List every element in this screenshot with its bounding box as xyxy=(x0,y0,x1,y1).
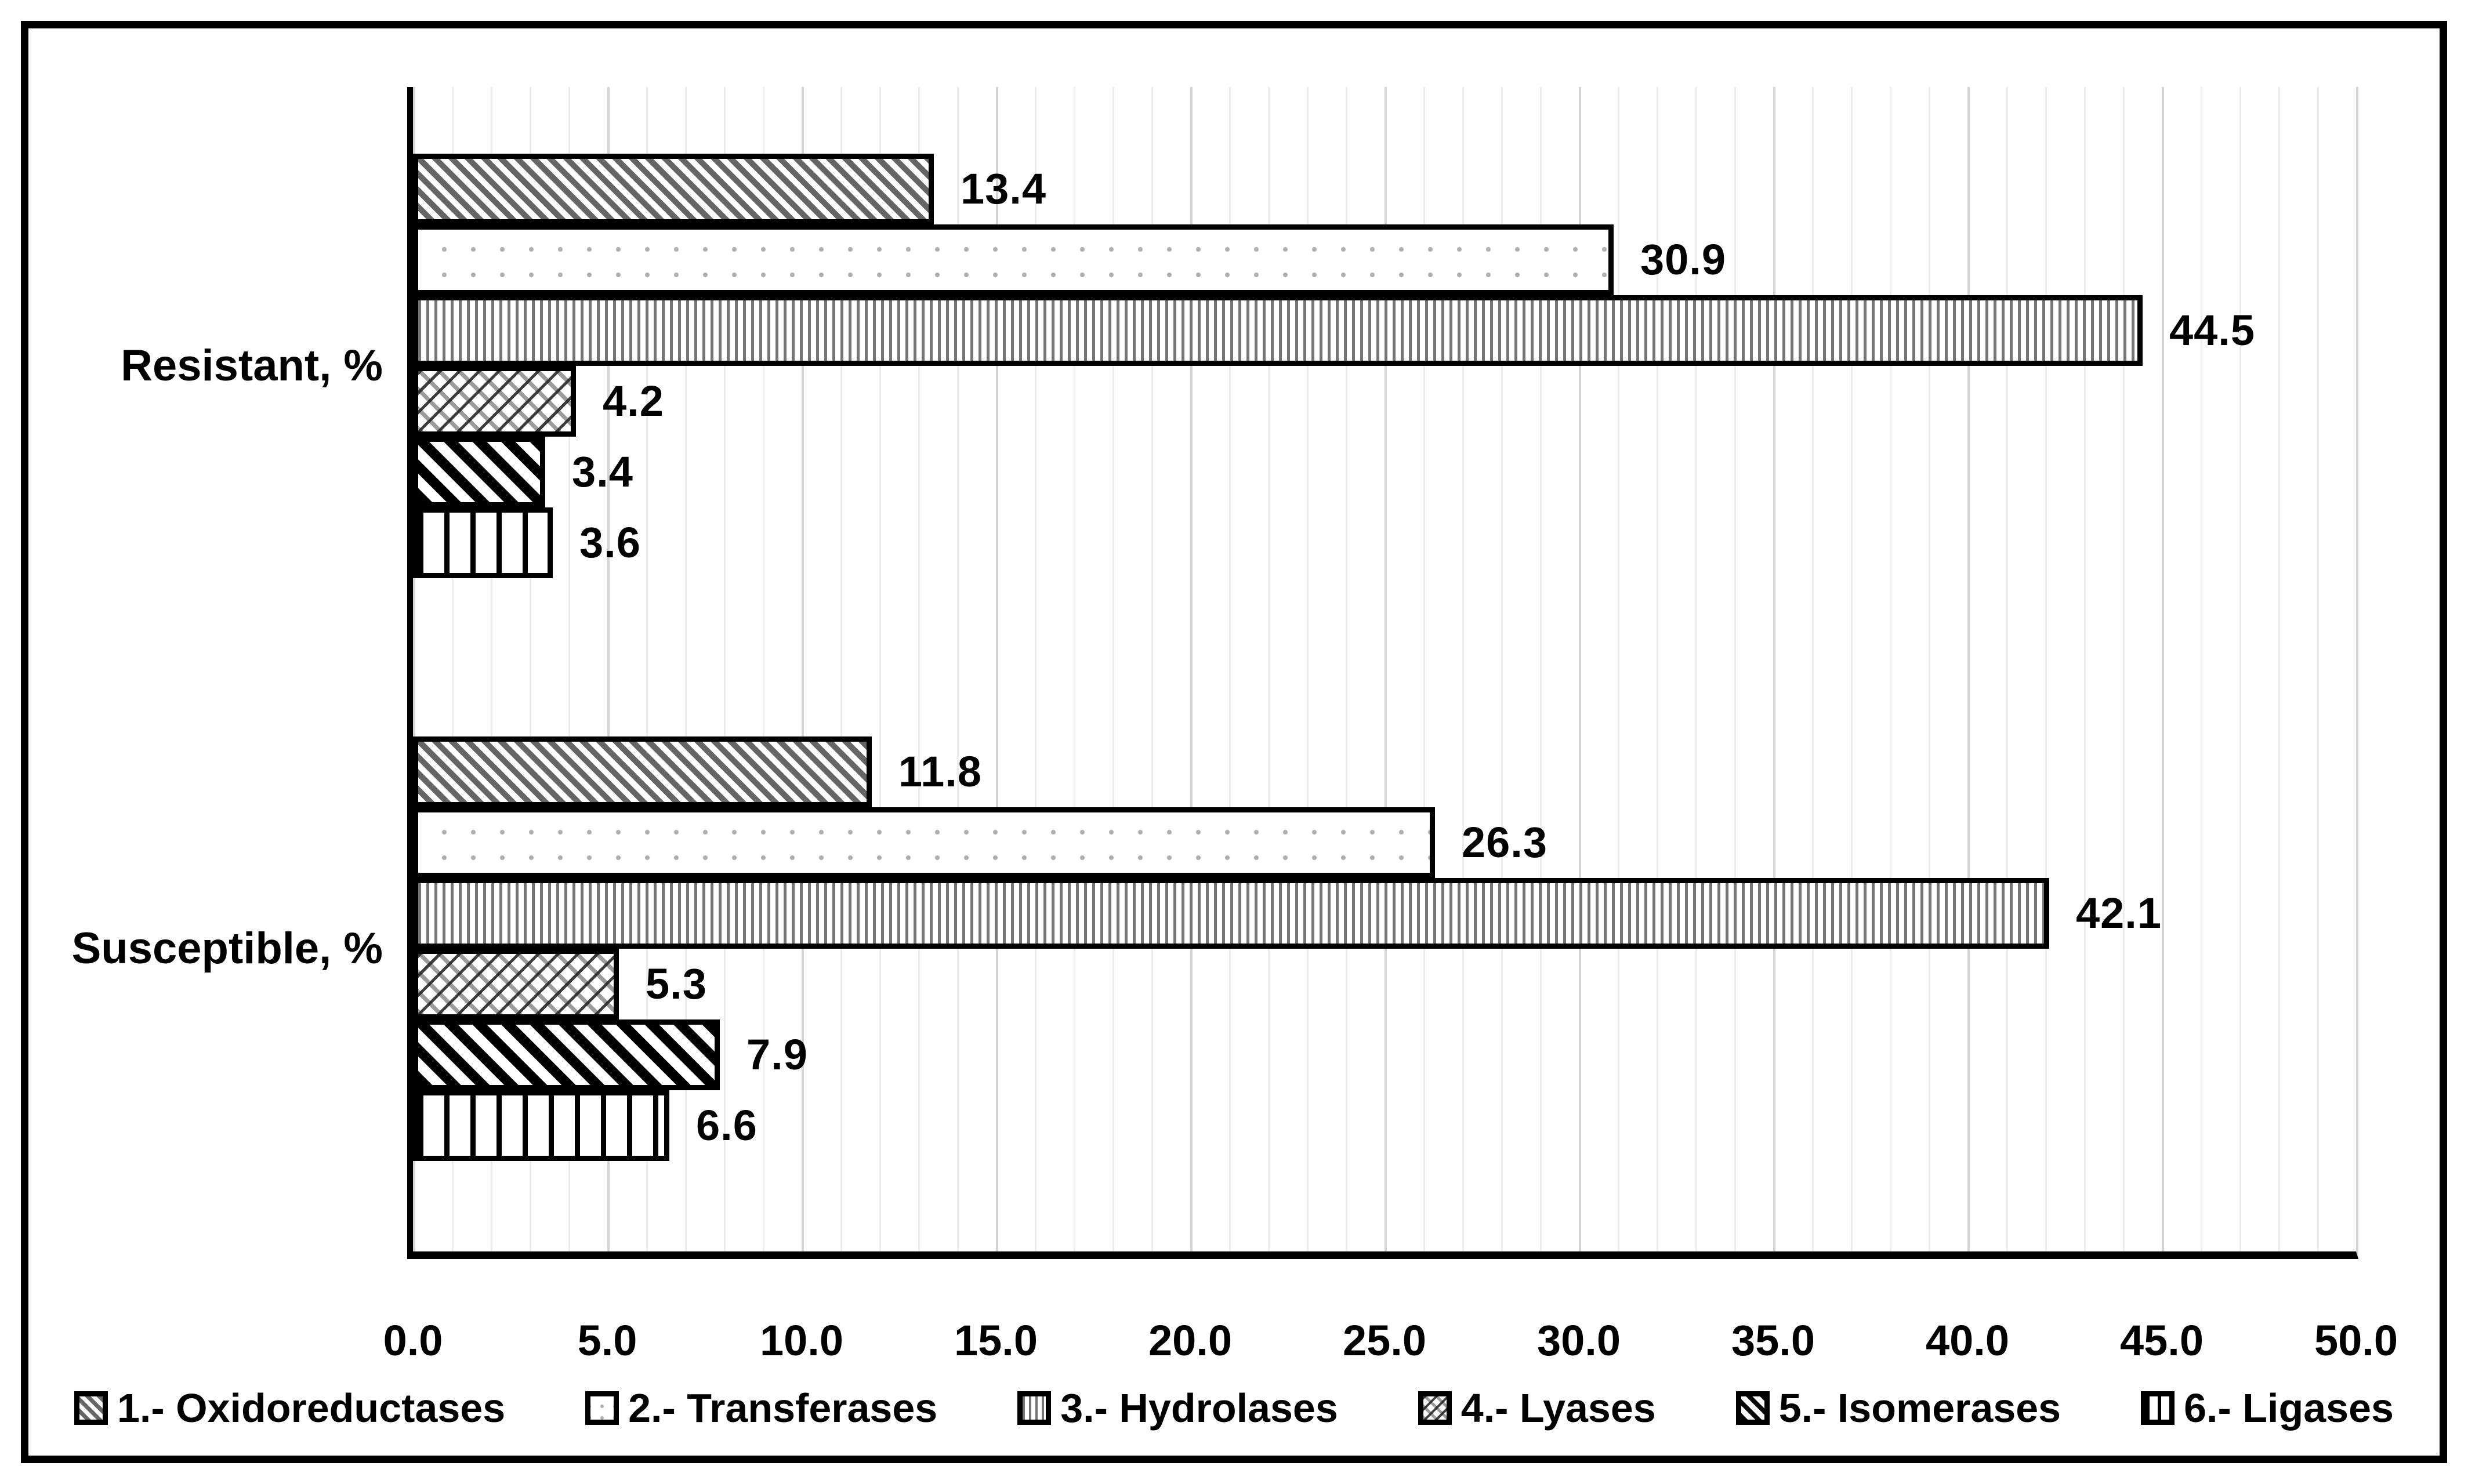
value-label-susceptible--lyases: 5.3 xyxy=(646,960,707,1008)
x-tick-label-35.0: 35.0 xyxy=(1731,1316,1815,1365)
x-tick-label-50.0: 50.0 xyxy=(2314,1316,2398,1365)
legend-item-hydrolases: 3.- Hydrolases xyxy=(1017,1385,1338,1431)
legend-label-lyases: 4.- Lyases xyxy=(1460,1385,1656,1431)
legend-item-isomerases: 5.- Isomerases xyxy=(1735,1385,2061,1431)
legend-label-isomerases: 5.- Isomerases xyxy=(1778,1385,2061,1431)
legend-label-hydrolases: 3.- Hydrolases xyxy=(1060,1385,1338,1431)
legend-item-lyases: 4.- Lyases xyxy=(1418,1385,1656,1431)
bar-susceptible--lyases xyxy=(413,949,619,1019)
x-tick-label-20.0: 20.0 xyxy=(1148,1316,1233,1365)
bar-resistant--isomerases xyxy=(413,437,545,507)
bar-susceptible--transferases xyxy=(413,807,1435,878)
value-label-susceptible--ligases: 6.6 xyxy=(696,1101,758,1149)
x-tick-label-15.0: 15.0 xyxy=(954,1316,1038,1365)
value-label-susceptible--oxidoreductases: 11.8 xyxy=(898,748,982,796)
value-label-susceptible--isomerases: 7.9 xyxy=(746,1031,808,1079)
x-tick-label-5.0: 5.0 xyxy=(577,1316,637,1365)
value-label-resistant--ligases: 3.6 xyxy=(579,518,641,567)
legend-item-transferases: 2.- Transferases xyxy=(585,1385,937,1431)
legend-label-ligases: 6.- Ligases xyxy=(2184,1385,2394,1431)
bar-resistant--lyases xyxy=(413,366,576,437)
bar-susceptible--hydrolases xyxy=(413,878,2049,949)
legend-item-ligases: 6.- Ligases xyxy=(2141,1385,2394,1431)
bar-resistant--oxidoreductases xyxy=(413,154,934,224)
legend-swatch-isomerases-icon xyxy=(1735,1391,1770,1425)
x-tick-label-45.0: 45.0 xyxy=(2119,1316,2204,1365)
legend-swatch-oxidoreductases-icon xyxy=(74,1391,108,1425)
bar-resistant--hydrolases xyxy=(413,295,2143,366)
value-label-susceptible--hydrolases: 42.1 xyxy=(2076,889,2162,937)
legend-item-oxidoreductases: 1.- Oxidoreductases xyxy=(74,1385,505,1431)
bar-resistant--ligases xyxy=(413,507,553,578)
legend-label-oxidoreductases: 1.- Oxidoreductases xyxy=(117,1385,506,1431)
plot-area: 13.4 30.9 44.5 4.2 3.4 3.6 11.8 26.3 42.1 5.3 7.9 6… xyxy=(407,87,2358,1259)
bar-susceptible--oxidoreductases xyxy=(413,736,872,807)
legend-swatch-ligases-icon xyxy=(2141,1391,2175,1425)
value-label-resistant--lyases: 4.2 xyxy=(603,377,664,425)
x-tick-label-10.0: 10.0 xyxy=(759,1316,844,1365)
x-tick-label-30.0: 30.0 xyxy=(1536,1316,1621,1365)
category-label-susceptible-: Susceptible, % xyxy=(71,924,383,973)
legend: 1.- Oxidoreductases 2.- Transferases 3.- H… xyxy=(74,1373,2394,1443)
legend-swatch-lyases-icon xyxy=(1418,1391,1452,1425)
bar-susceptible--ligases xyxy=(413,1090,669,1161)
legend-swatch-hydrolases-icon xyxy=(1017,1391,1052,1425)
bar-susceptible--isomerases xyxy=(413,1019,720,1090)
value-label-susceptible--transferases: 26.3 xyxy=(1462,818,1548,866)
value-label-resistant--hydrolases: 44.5 xyxy=(2169,306,2256,354)
bar-resistant--transferases xyxy=(413,224,1614,295)
value-label-resistant--transferases: 30.9 xyxy=(1640,235,1727,284)
x-tick-label-40.0: 40.0 xyxy=(1925,1316,2010,1365)
category-label-resistant-: Resistant, % xyxy=(121,341,383,390)
legend-swatch-transferases-icon xyxy=(585,1391,619,1425)
value-label-resistant--oxidoreductases: 13.4 xyxy=(961,165,1047,213)
legend-label-transferases: 2.- Transferases xyxy=(628,1385,938,1431)
value-label-resistant--isomerases: 3.4 xyxy=(572,448,633,496)
x-tick-label-25.0: 25.0 xyxy=(1342,1316,1427,1365)
x-tick-label-0.0: 0.0 xyxy=(383,1316,443,1365)
